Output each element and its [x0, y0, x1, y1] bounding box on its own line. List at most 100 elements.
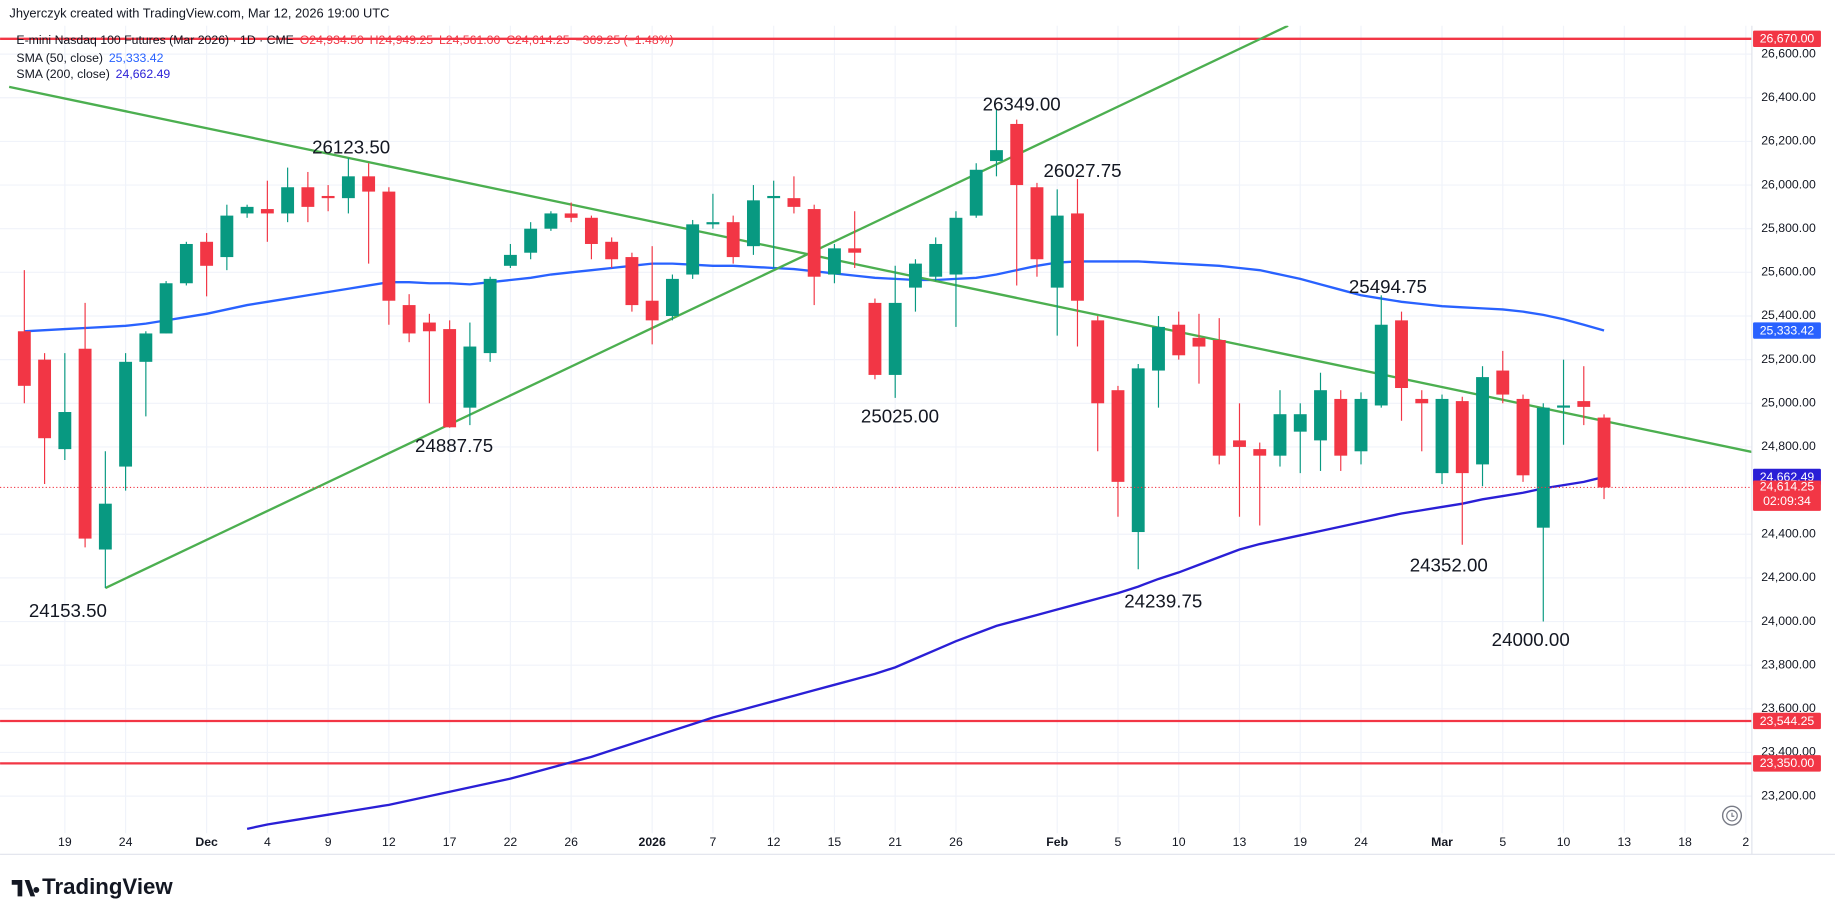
candle-body: [1192, 337, 1206, 347]
candle-body: [645, 300, 659, 321]
candle-body: [139, 333, 153, 362]
candle-body: [1516, 398, 1530, 476]
candle-body: [969, 169, 983, 216]
x-tick-label: 15: [828, 835, 842, 849]
candle-body: [341, 176, 355, 199]
legend-ohlc: H24,949.25: [370, 33, 434, 47]
x-tick-label: 5: [1499, 835, 1506, 849]
candle-body: [1293, 414, 1307, 432]
candle-body: [807, 209, 821, 277]
legend-ohlc: L24,561.00: [439, 33, 501, 47]
candle-body: [200, 241, 214, 266]
x-tick-label: Mar: [1431, 835, 1453, 849]
candle-body: [1314, 390, 1327, 441]
price-annotation: 25494.75: [1349, 276, 1427, 297]
x-tick-label: Dec: [195, 835, 218, 849]
candle-body: [240, 206, 254, 214]
candle-body: [1253, 449, 1267, 456]
x-tick-label: 18: [1678, 835, 1692, 849]
candle-body: [58, 412, 72, 450]
candle-body: [402, 305, 416, 334]
x-tick-label: 10: [1557, 835, 1571, 849]
x-tick-label: 2026: [639, 835, 666, 849]
x-tick-label: 4: [264, 835, 271, 849]
candle-body: [1050, 215, 1064, 288]
x-tick-label: 12: [382, 835, 396, 849]
x-tick-label: 9: [325, 835, 332, 849]
header: Jhyerczyk created with TradingView.com, …: [9, 5, 389, 20]
candle-body: [1152, 326, 1165, 371]
level-label: 26,670.00: [1760, 32, 1815, 46]
x-tick-label: 24: [1354, 835, 1368, 849]
y-tick-label: 26,400.00: [1761, 90, 1816, 104]
candle-body: [443, 329, 457, 428]
candle-body: [362, 176, 376, 192]
price-annotation: 24887.75: [415, 435, 493, 456]
candle-body: [1131, 368, 1145, 533]
legend-sma-name: SMA (200, close): [16, 67, 109, 81]
y-tick-label: 24,000.00: [1761, 614, 1816, 628]
candle-body: [929, 243, 943, 277]
candle-body: [888, 302, 902, 375]
candle-body: [1111, 390, 1125, 482]
x-tick-label: 17: [443, 835, 457, 849]
candle-body: [1415, 398, 1429, 404]
candle-body: [665, 278, 679, 316]
candle-body: [483, 278, 497, 354]
candle-body: [1212, 340, 1226, 456]
candle-body: [220, 215, 234, 258]
price-annotation: 26123.50: [312, 137, 390, 158]
legend-sma-value: 25,333.42: [109, 51, 164, 65]
x-tick-label: 19: [1293, 835, 1307, 849]
candle-body: [98, 503, 112, 550]
y-tick-label: 24,400.00: [1761, 526, 1816, 540]
candle-body: [1233, 440, 1246, 447]
x-tick-label: 19: [58, 835, 72, 849]
price-annotation: 24239.75: [1124, 591, 1202, 612]
y-tick-label: 23,200.00: [1761, 788, 1816, 802]
y-tick-label: 26,600.00: [1761, 46, 1816, 60]
candle-body: [868, 302, 882, 375]
candle-body: [78, 348, 92, 539]
candle-body: [1010, 123, 1024, 186]
candle-body: [1374, 324, 1388, 406]
x-tick-label: 2: [1742, 835, 1749, 849]
price-annotation: 26027.75: [1043, 160, 1121, 181]
candle-body: [179, 243, 193, 284]
level-label-bg: [1753, 30, 1821, 48]
x-tick-label: 12: [767, 835, 781, 849]
grid: [0, 25, 1752, 834]
y-tick-label: 26,200.00: [1761, 134, 1816, 148]
candle-body: [1030, 187, 1044, 260]
candle-body: [119, 361, 133, 467]
price-annotation: 24153.50: [29, 600, 107, 621]
legend-ohlc: C24,614.25: [506, 33, 570, 47]
legend-ohlc: O24,934.50: [300, 33, 364, 47]
logo: TradingView: [11, 874, 173, 899]
x-tick-label: 13: [1617, 835, 1631, 849]
last-price-bg: [1753, 480, 1821, 511]
candle-body: [17, 331, 31, 386]
candle-body: [767, 195, 781, 199]
x-tick-label: 10: [1172, 835, 1186, 849]
candle-body: [726, 222, 740, 258]
candle-body: [625, 257, 639, 306]
price-annotation: 24000.00: [1492, 629, 1570, 650]
price-annotation: 24352.00: [1410, 554, 1488, 575]
candle-body: [828, 248, 841, 275]
candle-body: [1334, 398, 1348, 456]
sma-line: [246, 475, 1605, 830]
y-tick-label: 25,400.00: [1761, 308, 1816, 322]
countdown: 02:09:34: [1763, 494, 1811, 508]
y-tick-label: 23,800.00: [1761, 657, 1816, 671]
y-tick-label: 25,600.00: [1761, 265, 1816, 279]
candle-body: [422, 322, 436, 332]
level-label-bg: [1753, 755, 1821, 772]
level-label-bg: [1753, 712, 1821, 730]
candle-body: [848, 248, 862, 253]
trendline: [8, 85, 1752, 454]
candle-body: [1273, 414, 1287, 456]
x-tick-label: 24: [119, 835, 133, 849]
axes: 23,200.0023,400.0023,600.0023,800.0024,0…: [58, 30, 1821, 849]
y-tick-label: 25,800.00: [1761, 221, 1816, 235]
